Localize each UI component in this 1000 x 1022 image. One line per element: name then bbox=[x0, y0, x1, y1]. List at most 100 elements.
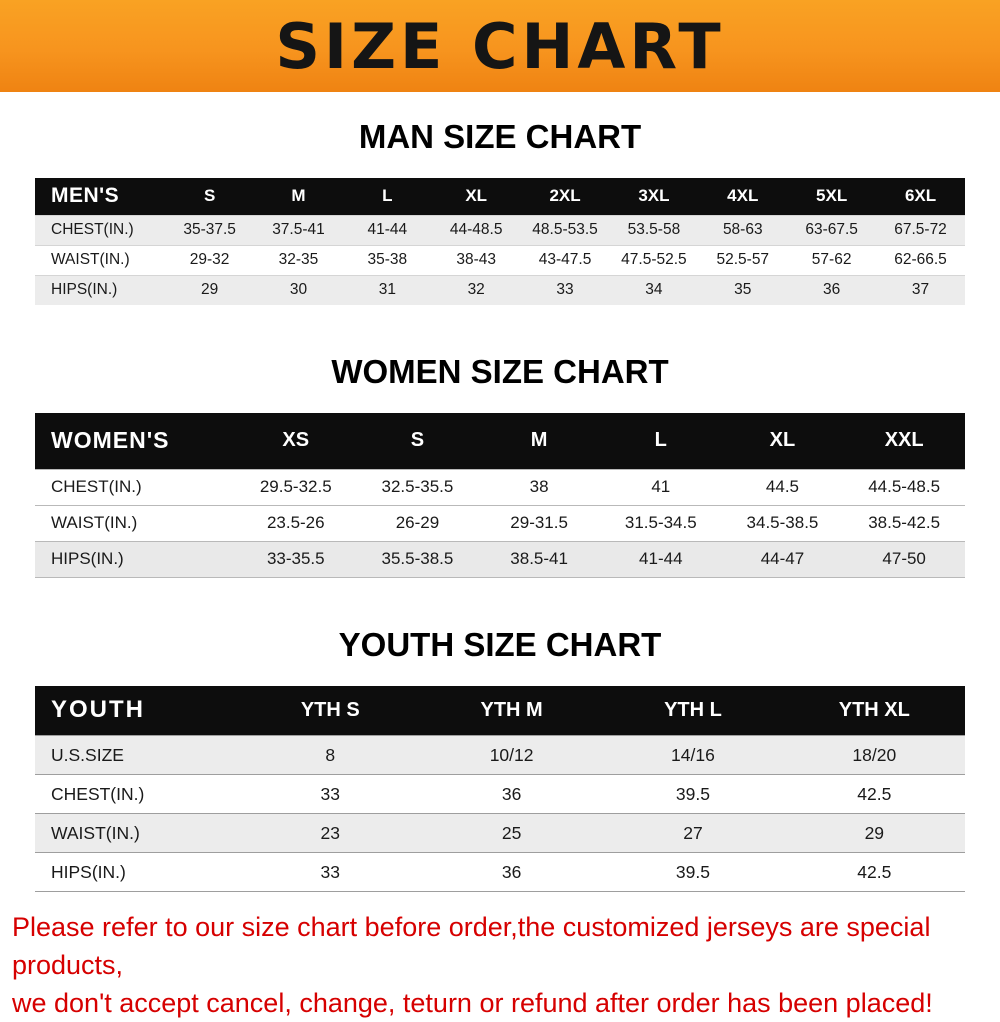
value-cell: 34.5-38.5 bbox=[746, 513, 819, 532]
section-women: WOMEN SIZE CHART WOMEN'S XS S M L XL XXL CHEST(… bbox=[0, 305, 1000, 578]
value-cell: 41-44 bbox=[639, 549, 683, 568]
size-header-cell: 4XL bbox=[698, 178, 788, 215]
size-header-cell: XS bbox=[234, 413, 357, 469]
size-header-cell: XL bbox=[431, 178, 521, 215]
value-cell: 47-50 bbox=[882, 549, 926, 568]
value-cell: 34 bbox=[645, 281, 663, 299]
size-header-cell: XL bbox=[721, 413, 844, 469]
value-cell: 41 bbox=[651, 477, 671, 496]
value-cell: 29 bbox=[200, 281, 219, 299]
value-cell: 57-62 bbox=[811, 251, 852, 268]
value-cell: 30 bbox=[289, 281, 308, 299]
value-cell: 39.5 bbox=[675, 861, 710, 882]
value-cell: 67.5-72 bbox=[894, 221, 947, 238]
value-cell: 33-35.5 bbox=[266, 549, 325, 568]
value-cell: 47.5-52.5 bbox=[621, 251, 687, 268]
size-header-cell: YTH M bbox=[420, 685, 603, 736]
value-cell: 38-43 bbox=[456, 251, 497, 268]
table-header-row: WOMEN'S XS S M L XL XXL bbox=[35, 413, 965, 469]
size-header-cell: YTH L bbox=[602, 685, 784, 736]
banner-title: SIZE CHART bbox=[275, 9, 725, 83]
value-cell: 25 bbox=[501, 822, 522, 843]
men-size-table: MEN'S S M L XL 2XL 3XL 4XL 5XL 6XL CHEST(IN.) 35-37… bbox=[35, 178, 965, 305]
value-cell: 44-48.5 bbox=[449, 221, 503, 238]
table-header-row: MEN'S S M L XL 2XL 3XL 4XL 5XL 6XL bbox=[35, 178, 965, 215]
value-cell: 43-47.5 bbox=[538, 251, 592, 268]
value-cell: 38 bbox=[529, 477, 549, 496]
size-header-cell: S bbox=[356, 413, 479, 469]
size-chart-banner: SIZE CHART bbox=[0, 0, 1000, 92]
value-cell: 32-35 bbox=[278, 251, 319, 268]
value-cell: 63-67.5 bbox=[805, 221, 858, 238]
value-cell: 35-38 bbox=[367, 251, 408, 268]
size-header-cell: M bbox=[254, 178, 343, 215]
table-row: CHEST(IN.) 35-37.5 37.5-41 41-44 44-48.5 48.5… bbox=[35, 215, 965, 245]
size-header-cell: YTH S bbox=[239, 685, 421, 736]
size-header-cell: 2XL bbox=[520, 178, 610, 215]
table-row: HIPS(IN.) 33-35.5 35.5-38.5 38.5-41 41-44 44-… bbox=[35, 541, 965, 577]
value-cell: 44-47 bbox=[760, 549, 805, 568]
value-cell: 33 bbox=[320, 861, 340, 882]
value-cell: 35-37.5 bbox=[183, 221, 236, 238]
table-row: HIPS(IN.) 33 36 39.5 42.5 bbox=[35, 852, 965, 892]
value-cell: 53.5-58 bbox=[627, 221, 681, 238]
value-cell: 29-31.5 bbox=[510, 513, 568, 532]
value-cell: 58-63 bbox=[722, 221, 763, 238]
value-cell: 42.5 bbox=[857, 861, 892, 882]
row-label-cell: CHEST(IN.) bbox=[51, 221, 134, 238]
women-size-chart-heading: WOMEN SIZE CHART bbox=[331, 353, 669, 390]
section-men: MAN SIZE CHART MEN'S S M L XL 2XL 3XL 4XL 5XL 6XL… bbox=[0, 92, 1000, 305]
table-title-cell: YOUTH bbox=[35, 685, 240, 736]
value-cell: 62-66.5 bbox=[894, 251, 947, 268]
value-cell: 23.5-26 bbox=[266, 513, 325, 532]
table-row: CHEST(IN.) 33 36 39.5 42.5 bbox=[35, 774, 965, 814]
value-cell: 31.5-34.5 bbox=[624, 513, 697, 532]
value-cell: 36 bbox=[501, 783, 522, 804]
value-cell: 33 bbox=[556, 281, 574, 299]
value-cell: 36 bbox=[823, 281, 841, 299]
value-cell: 42.5 bbox=[857, 783, 892, 804]
youth-size-chart-heading: YOUTH SIZE CHART bbox=[338, 625, 662, 663]
size-header-cell: 5XL bbox=[787, 178, 877, 215]
row-label-cell: CHEST(IN.) bbox=[51, 477, 142, 496]
size-header-cell: YTH XL bbox=[783, 685, 965, 736]
value-cell: 38.5-41 bbox=[510, 549, 568, 568]
table-title-cell: MEN'S bbox=[35, 178, 166, 215]
size-header-cell: S bbox=[165, 178, 255, 215]
footer-note: Please refer to our size chart before or… bbox=[12, 908, 1000, 1022]
size-header-cell: L bbox=[342, 178, 432, 215]
row-label-cell: WAIST(IN.) bbox=[51, 822, 140, 843]
value-cell: 37 bbox=[911, 281, 930, 299]
table-row: WAIST(IN.) 23.5-26 26-29 29-31.5 31.5-34.5 34… bbox=[35, 505, 965, 541]
value-cell: 32.5-35.5 bbox=[381, 477, 454, 496]
table-row: U.S.SIZE 8 10/12 14/16 18/20 bbox=[35, 735, 965, 775]
value-cell: 35.5-38.5 bbox=[381, 549, 454, 568]
value-cell: 29 bbox=[864, 822, 885, 843]
value-cell: 14/16 bbox=[671, 744, 715, 765]
table-row: WAIST(IN.) 29-32 32-35 35-38 38-43 43-47.5 47.… bbox=[35, 245, 965, 275]
value-cell: 26-29 bbox=[395, 513, 440, 532]
value-cell: 39.5 bbox=[675, 783, 710, 804]
value-cell: 52.5-57 bbox=[716, 251, 770, 268]
table-header-row: YOUTH YTH S YTH M YTH L YTH XL bbox=[35, 685, 965, 736]
table-row: WAIST(IN.) 23 25 27 29 bbox=[35, 813, 965, 853]
value-cell: 18/20 bbox=[852, 744, 897, 765]
size-header-cell: XXL bbox=[843, 413, 965, 469]
value-cell: 37.5-41 bbox=[272, 221, 325, 238]
value-cell: 10/12 bbox=[489, 744, 534, 765]
row-label-cell: U.S.SIZE bbox=[51, 744, 124, 765]
row-label-cell: HIPS(IN.) bbox=[51, 281, 118, 299]
value-cell: 31 bbox=[378, 281, 396, 299]
table-row: CHEST(IN.) 29.5-32.5 32.5-35.5 38 41 44.5 44.5… bbox=[35, 469, 965, 505]
table-row: HIPS(IN.) 29 30 31 32 33 34 35 36 37 bbox=[35, 275, 965, 305]
size-header-cell: 6XL bbox=[876, 178, 965, 215]
value-cell: 44.5-48.5 bbox=[868, 477, 941, 496]
man-size-chart-heading: MAN SIZE CHART bbox=[358, 118, 642, 155]
value-cell: 35 bbox=[734, 281, 752, 299]
size-header-cell: L bbox=[599, 413, 722, 469]
row-label-cell: HIPS(IN.) bbox=[51, 861, 126, 882]
value-cell: 48.5-53.5 bbox=[532, 221, 598, 238]
value-cell: 32 bbox=[467, 281, 485, 299]
row-label-cell: CHEST(IN.) bbox=[51, 783, 145, 804]
size-header-cell: 3XL bbox=[609, 178, 699, 215]
